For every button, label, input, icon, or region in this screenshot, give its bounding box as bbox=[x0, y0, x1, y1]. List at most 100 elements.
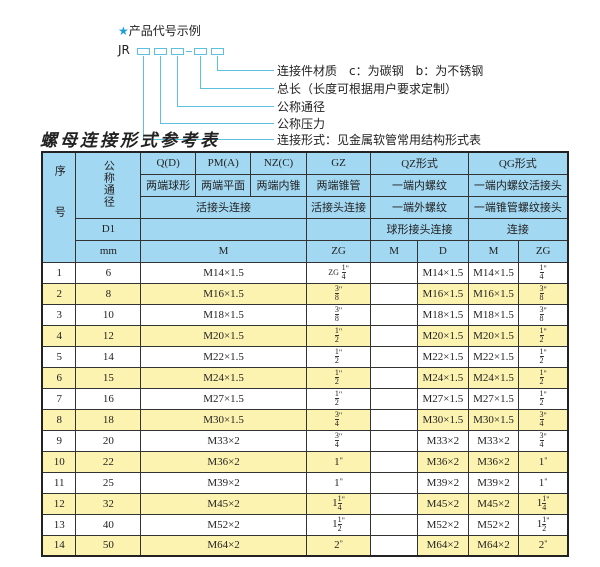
dn-cell: 20 bbox=[75, 429, 142, 452]
denominator: 8 bbox=[334, 314, 339, 323]
code-box bbox=[194, 48, 207, 55]
dn-cell: 8 bbox=[75, 282, 142, 305]
denominator: 2 bbox=[334, 398, 339, 407]
qz-m-cell bbox=[370, 492, 419, 515]
numerator: 1 bbox=[539, 326, 544, 336]
header-shape: 一端内螺纹 bbox=[370, 173, 469, 197]
denominator: 8 bbox=[334, 293, 339, 302]
m-cell: M36×2 bbox=[140, 450, 307, 473]
whole: 1 bbox=[536, 497, 543, 510]
m-cell: M18×1.5 bbox=[140, 303, 307, 326]
m-cell: M45×2 bbox=[140, 492, 307, 515]
numerator: 3 bbox=[334, 431, 339, 441]
header-shape: 两端内锥 bbox=[250, 173, 307, 197]
denominator: 2 bbox=[539, 356, 544, 365]
table-title: 螺母连接形式参考表 bbox=[40, 131, 220, 151]
gz-zg-cell: 3 4 " bbox=[305, 429, 372, 452]
header-type: GZ bbox=[305, 151, 372, 175]
gz-zg-cell: 3 4 " bbox=[305, 408, 372, 431]
qz-m-cell bbox=[370, 534, 419, 557]
seq-cell: 10 bbox=[41, 450, 77, 473]
header-unit: M bbox=[140, 239, 307, 263]
numerator: 1 bbox=[542, 494, 547, 504]
numerator: 1 bbox=[334, 389, 339, 399]
numerator: 3 bbox=[334, 284, 339, 294]
denominator: 4 bbox=[539, 272, 544, 281]
qg-m-cell: M45×2 bbox=[467, 492, 520, 515]
numerator: 1 bbox=[337, 494, 342, 504]
table-row: 1 6 M14×1.5 ZG 1 4 " M14×1.5 M14×1.5 1 4 " bbox=[41, 261, 569, 284]
seq-cell: 12 bbox=[41, 492, 77, 515]
table-row: 12 32 M45×2 1 1 4 " M45×2 M45×2 1 1 4 " bbox=[41, 492, 569, 515]
qg-m-cell: M14×1.5 bbox=[467, 261, 520, 284]
seq-cell: 7 bbox=[41, 387, 77, 410]
qz-d-cell: M30×1.5 bbox=[417, 408, 469, 431]
gz-zg-cell: 1 2 " bbox=[305, 366, 372, 389]
qz-m-cell bbox=[370, 513, 419, 536]
gz-zg-cell: 3 8 " bbox=[305, 282, 372, 305]
m-cell: M14×1.5 bbox=[140, 261, 307, 284]
qz-d-cell: M24×1.5 bbox=[417, 366, 469, 389]
seq-cell: 5 bbox=[41, 345, 77, 368]
qg-m-cell: M39×2 bbox=[467, 471, 520, 494]
header-seq: 序号 bbox=[41, 151, 77, 263]
whole: 1 bbox=[536, 518, 543, 531]
denominator: 2 bbox=[539, 335, 544, 344]
qz-d-cell: M22×1.5 bbox=[417, 345, 469, 368]
qg-zg-cell: 3 4 " bbox=[518, 429, 569, 452]
qz-m-cell bbox=[370, 282, 419, 305]
gz-zg-cell: 1 2 " bbox=[305, 324, 372, 347]
seq-cell: 14 bbox=[41, 534, 77, 557]
header-type: Q(D) bbox=[140, 151, 196, 175]
product-code-example: ★产品代号示例 JR 连接件材质 c：为碳钢 b：为不锈钢 总长（长度可根据用户… bbox=[0, 0, 600, 147]
numerator: 1 bbox=[334, 347, 339, 357]
table-row: 13 40 M52×2 1 1 2 " M52×2 M52×2 1 1 2 " bbox=[41, 513, 569, 536]
qg-zg-cell: 1 2 " bbox=[518, 324, 569, 347]
qg-zg-cell: 1 2 " bbox=[518, 345, 569, 368]
m-cell: M33×2 bbox=[140, 429, 307, 452]
header-unit: M bbox=[370, 239, 419, 263]
header-unit: ZG bbox=[305, 239, 372, 263]
qg-zg-cell: 1" bbox=[518, 450, 569, 473]
numerator: 3 bbox=[539, 305, 544, 315]
gz-zg-cell: 1" bbox=[305, 471, 372, 494]
seq-cell: 9 bbox=[41, 429, 77, 452]
numerator: 1 bbox=[542, 515, 547, 525]
seq-cell: 4 bbox=[41, 324, 77, 347]
header-conn2: 球形接头连接 bbox=[370, 217, 469, 241]
dn-cell: 12 bbox=[75, 324, 142, 347]
code-label-pressure: 公称压力 bbox=[277, 117, 326, 131]
table-row: 2 8 M16×1.5 3 8 " M16×1.5 M16×1.5 3 8 " bbox=[41, 282, 569, 305]
dn-cell: 50 bbox=[75, 534, 142, 557]
qg-zg-cell: 3 8 " bbox=[518, 282, 569, 305]
header-unit: ZG bbox=[518, 239, 569, 263]
header-empty bbox=[305, 217, 372, 241]
qz-d-cell: M52×2 bbox=[417, 513, 469, 536]
code-prefix: JR bbox=[118, 43, 130, 57]
dn-cell: 14 bbox=[75, 345, 142, 368]
qz-m-cell bbox=[370, 408, 419, 431]
qz-m-cell bbox=[370, 261, 419, 284]
qz-d-cell: M16×1.5 bbox=[417, 282, 469, 305]
qg-zg-cell: 1" bbox=[518, 471, 569, 494]
numerator: 3 bbox=[539, 410, 544, 420]
code-label-diameter: 公称通径 bbox=[277, 100, 326, 114]
header-nominal: 公称通径 bbox=[75, 151, 142, 219]
gz-zg-cell: 2" bbox=[305, 534, 372, 557]
qz-m-cell bbox=[370, 471, 419, 494]
table-row: 9 20 M33×2 3 4 " M33×2 M33×2 3 4 " bbox=[41, 429, 569, 452]
denominator: 2 bbox=[539, 398, 544, 407]
denominator: 4 bbox=[542, 503, 547, 512]
qz-m-cell bbox=[370, 303, 419, 326]
whole: 1 bbox=[334, 455, 340, 468]
